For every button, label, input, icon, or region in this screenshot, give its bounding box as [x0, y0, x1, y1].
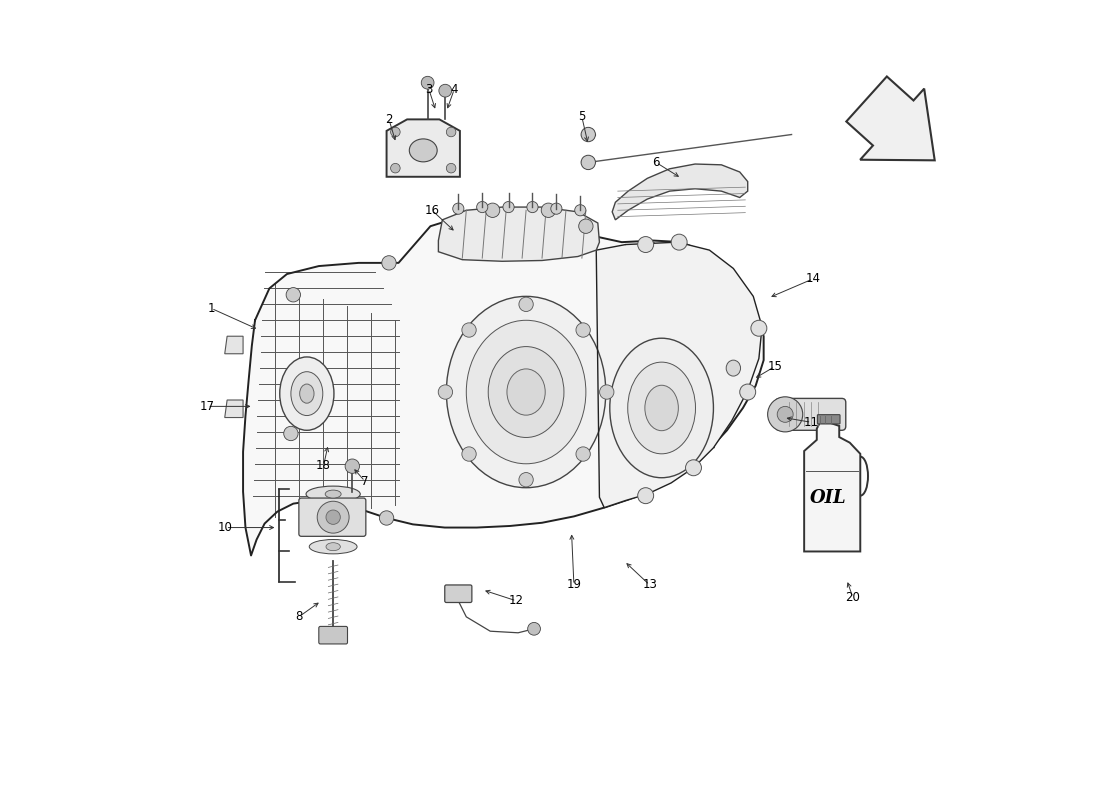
- Circle shape: [581, 155, 595, 170]
- Circle shape: [581, 127, 595, 142]
- Ellipse shape: [299, 384, 314, 403]
- Polygon shape: [243, 210, 763, 555]
- Circle shape: [476, 202, 487, 213]
- FancyBboxPatch shape: [444, 585, 472, 602]
- Text: 11: 11: [804, 416, 820, 429]
- Circle shape: [379, 511, 394, 525]
- Ellipse shape: [326, 490, 341, 498]
- Ellipse shape: [309, 539, 358, 554]
- Circle shape: [685, 460, 702, 476]
- Circle shape: [576, 447, 591, 462]
- Polygon shape: [613, 164, 748, 220]
- Circle shape: [462, 323, 476, 337]
- Polygon shape: [846, 77, 935, 160]
- Circle shape: [462, 447, 476, 462]
- Circle shape: [778, 406, 793, 422]
- Circle shape: [485, 203, 499, 218]
- Text: 14: 14: [805, 272, 821, 286]
- Ellipse shape: [488, 346, 564, 438]
- Ellipse shape: [726, 360, 740, 376]
- Text: 7: 7: [361, 475, 368, 488]
- Ellipse shape: [326, 542, 340, 550]
- Ellipse shape: [609, 338, 714, 478]
- Ellipse shape: [507, 369, 546, 415]
- Text: 8: 8: [295, 610, 302, 623]
- Circle shape: [541, 203, 556, 218]
- Ellipse shape: [447, 296, 606, 488]
- Circle shape: [447, 163, 455, 173]
- Circle shape: [671, 234, 688, 250]
- Circle shape: [317, 502, 349, 533]
- Circle shape: [284, 426, 298, 441]
- Circle shape: [390, 127, 400, 137]
- Text: 2: 2: [385, 113, 393, 126]
- Circle shape: [528, 622, 540, 635]
- Circle shape: [447, 127, 455, 137]
- Ellipse shape: [290, 372, 322, 415]
- Circle shape: [345, 459, 360, 474]
- Text: 1: 1: [208, 302, 214, 315]
- Circle shape: [768, 397, 803, 432]
- Text: 20: 20: [846, 591, 860, 604]
- Circle shape: [503, 202, 514, 213]
- Circle shape: [421, 76, 434, 89]
- Circle shape: [382, 256, 396, 270]
- Ellipse shape: [645, 386, 679, 430]
- Text: 16: 16: [425, 204, 440, 217]
- Ellipse shape: [466, 320, 586, 464]
- Circle shape: [638, 237, 653, 253]
- Circle shape: [751, 320, 767, 336]
- Text: 3: 3: [425, 82, 432, 95]
- FancyBboxPatch shape: [319, 626, 348, 644]
- Circle shape: [579, 219, 593, 234]
- Text: 6: 6: [652, 156, 660, 169]
- Ellipse shape: [409, 139, 437, 162]
- Circle shape: [438, 385, 452, 399]
- Polygon shape: [439, 207, 600, 262]
- Ellipse shape: [628, 362, 695, 454]
- Text: OIL: OIL: [810, 490, 846, 507]
- Text: 15: 15: [768, 360, 782, 373]
- Circle shape: [739, 384, 756, 400]
- Circle shape: [600, 385, 614, 399]
- Circle shape: [286, 287, 300, 302]
- Circle shape: [519, 473, 534, 487]
- FancyBboxPatch shape: [817, 414, 840, 424]
- Text: 4: 4: [451, 82, 458, 95]
- Text: 12: 12: [509, 594, 524, 607]
- Circle shape: [439, 84, 452, 97]
- Text: 10: 10: [218, 521, 233, 534]
- Circle shape: [519, 297, 534, 311]
- Circle shape: [574, 205, 586, 216]
- Circle shape: [453, 203, 464, 214]
- Circle shape: [527, 202, 538, 213]
- Text: 5: 5: [579, 110, 585, 123]
- Polygon shape: [386, 119, 460, 177]
- Text: 19: 19: [566, 578, 582, 591]
- Ellipse shape: [306, 486, 361, 502]
- Polygon shape: [224, 400, 243, 418]
- Text: 18: 18: [316, 459, 331, 472]
- Polygon shape: [224, 336, 243, 354]
- Text: 13: 13: [642, 578, 657, 591]
- Circle shape: [551, 203, 562, 214]
- FancyBboxPatch shape: [299, 498, 366, 536]
- Circle shape: [638, 488, 653, 504]
- FancyBboxPatch shape: [776, 398, 846, 430]
- Polygon shape: [804, 423, 860, 551]
- Circle shape: [576, 323, 591, 337]
- Ellipse shape: [279, 357, 334, 430]
- Polygon shape: [596, 242, 762, 508]
- Circle shape: [326, 510, 340, 524]
- Circle shape: [390, 163, 400, 173]
- Text: 17: 17: [200, 400, 214, 413]
